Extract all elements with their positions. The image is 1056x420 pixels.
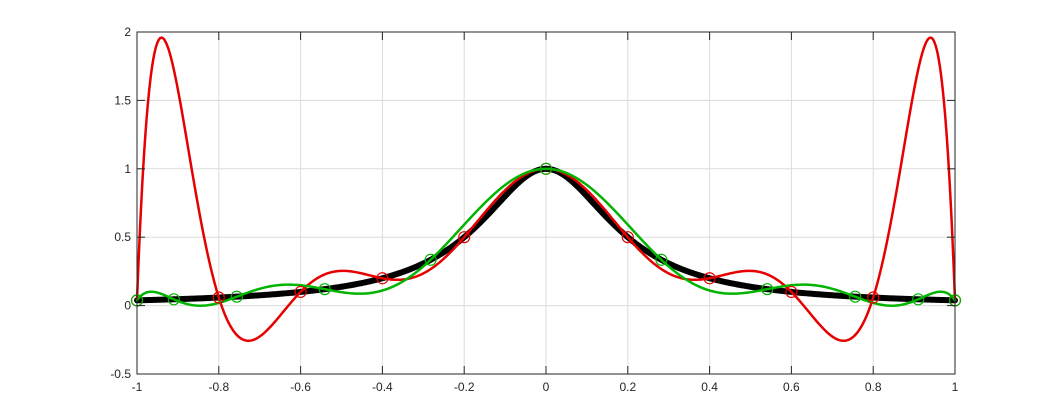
series-equispaced-node-point: [867, 291, 880, 304]
series-equispaced-node-point: [212, 291, 225, 304]
y-tick-label: 0: [124, 299, 131, 313]
series-equispaced-node-point: [294, 285, 307, 299]
x-tick-label: -1: [132, 380, 143, 394]
plot-area: [134, 36, 958, 343]
series-chebyshev-node-point: [230, 290, 243, 303]
series-chebyshev-node-point: [655, 253, 668, 266]
series-chebyshev-node-point: [912, 293, 925, 306]
series-equispaced-node-point: [785, 285, 798, 299]
series-equispaced-node-point: [458, 231, 471, 244]
series-equispaced-node-point: [621, 231, 634, 244]
x-tick-label: -0.2: [454, 380, 475, 394]
x-tick-label: -0.8: [208, 380, 229, 394]
series-equispaced-node-point: [376, 272, 389, 285]
y-tick-label: 0.5: [114, 230, 131, 244]
series-chebyshev-node-point: [167, 293, 180, 306]
series-chebyshev-node-point: [318, 283, 331, 296]
x-tick-label: 0.8: [865, 380, 882, 394]
series-chebyshev-node-point: [761, 283, 774, 296]
x-tick-label: 0.4: [701, 380, 718, 394]
x-tick-label: 0.6: [783, 380, 800, 394]
series-chebyshev-node-point: [424, 253, 437, 266]
series-chebyshev-interpolant-line: [135, 167, 957, 307]
y-tick-label: 2: [124, 25, 131, 39]
series-chebyshev-node-point: [539, 162, 553, 175]
y-tick-label: -0.5: [110, 367, 131, 381]
x-tick-label: 0: [543, 380, 550, 394]
x-tick-label: -0.4: [372, 380, 393, 394]
x-tick-label: -0.6: [290, 380, 311, 394]
axis-ticks: -1 -0.8 -0.6 -0.4 -0.2 0 0.2 0.4 0.6 0.8 1 -0.5 0 0.5…: [110, 25, 958, 394]
x-tick-label: 0.2: [619, 380, 636, 394]
y-tick-label: 1: [124, 162, 131, 176]
series-equispaced-node-point: [703, 272, 716, 285]
grid: [136, 31, 956, 375]
node-markers: [130, 162, 962, 307]
y-tick-label: 1.5: [114, 93, 131, 107]
series-chebyshev-node-point: [849, 290, 862, 303]
x-tick-label: 1: [952, 380, 959, 394]
